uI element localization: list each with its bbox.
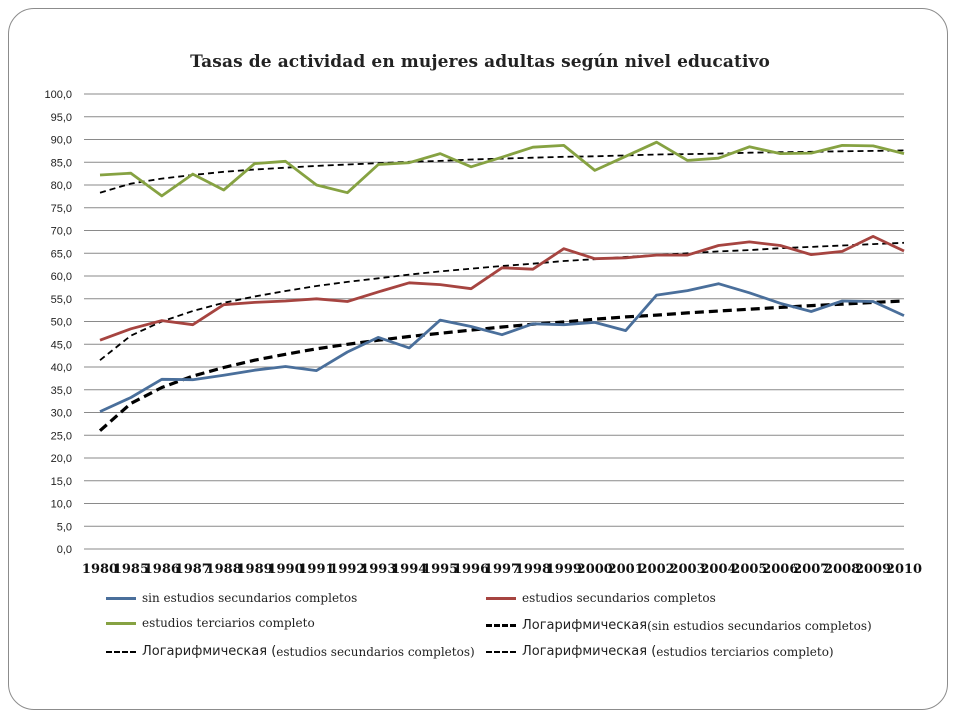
legend-item-log-terciarios: Логарифмическая ( estudios terciarios co…	[486, 644, 834, 659]
y-tick-label: 25,0	[51, 430, 72, 442]
series-line-3	[98, 299, 905, 432]
x-tick-label: 1990	[267, 562, 303, 577]
y-tick-label: 15,0	[51, 476, 72, 488]
x-tick-label: 2009	[855, 562, 891, 577]
chart-title: Tasas de actividad en mujeres adultas se…	[190, 52, 770, 72]
legend-label: estudios secundarios completos	[522, 591, 716, 605]
y-tick-label: 45,0	[51, 339, 72, 351]
y-tick-label: 40,0	[51, 362, 72, 374]
y-tick-label: 50,0	[51, 317, 72, 329]
legend-swatch	[106, 621, 136, 625]
x-tick-label: 2003	[669, 562, 705, 577]
x-tick-label: 1986	[144, 562, 180, 577]
legend-swatch	[106, 650, 136, 653]
x-tick-label: 2002	[639, 562, 675, 577]
y-tick-label: 90,0	[51, 135, 72, 147]
y-tick-label: 60,0	[51, 271, 72, 283]
y-tick-label: 10,0	[51, 499, 72, 511]
x-tick-label: 1985	[113, 562, 149, 577]
y-tick-label: 30,0	[51, 408, 72, 420]
legend-label-detail: (sin estudios secundarios completos)	[647, 618, 872, 633]
y-tick-label: 80,0	[51, 180, 72, 192]
slide-frame	[8, 8, 948, 710]
x-tick-label: 1993	[360, 562, 396, 577]
legend-label-detail: estudios terciarios completo)	[656, 644, 834, 659]
legend-swatch	[486, 650, 516, 653]
legend-item-secundarios: estudios secundarios completos	[486, 591, 716, 605]
y-tick-label: 65,0	[51, 248, 72, 260]
x-tick-label: 1991	[298, 562, 334, 577]
x-tick-label: 2005	[731, 562, 767, 577]
x-tick-label: 2004	[700, 562, 736, 577]
legend-swatch	[486, 596, 516, 600]
legend-swatch	[486, 624, 516, 627]
legend-item-log-secundarios: Логарифмическая ( estudios secundarios c…	[106, 644, 475, 659]
x-tick-label: 1994	[391, 562, 427, 577]
y-tick-label: 55,0	[51, 294, 72, 306]
legend-label-main: Логарифмическая	[522, 618, 648, 633]
x-tick-label: 2010	[886, 562, 922, 577]
legend-item-sin-estudios: sin estudios secundarios completos	[106, 591, 357, 605]
legend-label: sin estudios secundarios completos	[142, 591, 358, 605]
legend-label-main: Логарифмическая (	[522, 644, 657, 659]
x-tick-label: 2006	[762, 562, 798, 577]
legend-label: estudios terciarios completo	[142, 616, 315, 630]
x-tick-label: 2000	[577, 562, 613, 577]
x-tick-label: 2008	[824, 562, 860, 577]
legend-item-log-sin-estudios: Логарифмическая (sin estudios secundario…	[486, 618, 872, 633]
x-tick-label: 1997	[484, 562, 520, 577]
series-line-0	[99, 282, 905, 413]
y-tick-label: 100,0	[44, 89, 72, 101]
x-tick-label: 2001	[608, 562, 644, 577]
x-tick-label: 1988	[206, 562, 242, 577]
x-tick-label: 1989	[237, 562, 273, 577]
y-tick-label: 35,0	[51, 385, 72, 397]
y-tick-label: 5,0	[57, 521, 72, 533]
series-line-2	[99, 140, 905, 198]
y-tick-label: 70,0	[51, 226, 72, 238]
x-tick-label: 1999	[546, 562, 582, 577]
series-line-1	[99, 234, 905, 342]
y-tick-label: 95,0	[51, 112, 72, 124]
y-tick-label: 20,0	[51, 453, 72, 465]
x-tick-label: 1987	[175, 562, 211, 577]
legend-item-terciarios: estudios terciarios completo	[106, 616, 315, 630]
y-tick-label: 75,0	[51, 203, 72, 215]
x-tick-label: 1992	[329, 562, 365, 577]
x-tick-label: 2007	[793, 562, 829, 577]
x-tick-label: 1995	[422, 562, 458, 577]
y-tick-label: 0,0	[57, 544, 72, 556]
series-line-4	[99, 241, 905, 361]
x-tick-label: 1998	[515, 562, 551, 577]
legend-label-main: Логарифмическая (	[142, 644, 277, 659]
legend-swatch	[106, 596, 136, 600]
legend-label-detail: estudios secundarios completos)	[276, 644, 475, 659]
x-tick-label: 1996	[453, 562, 489, 577]
x-tick-label: 1980	[82, 562, 118, 577]
y-tick-label: 85,0	[51, 157, 72, 169]
